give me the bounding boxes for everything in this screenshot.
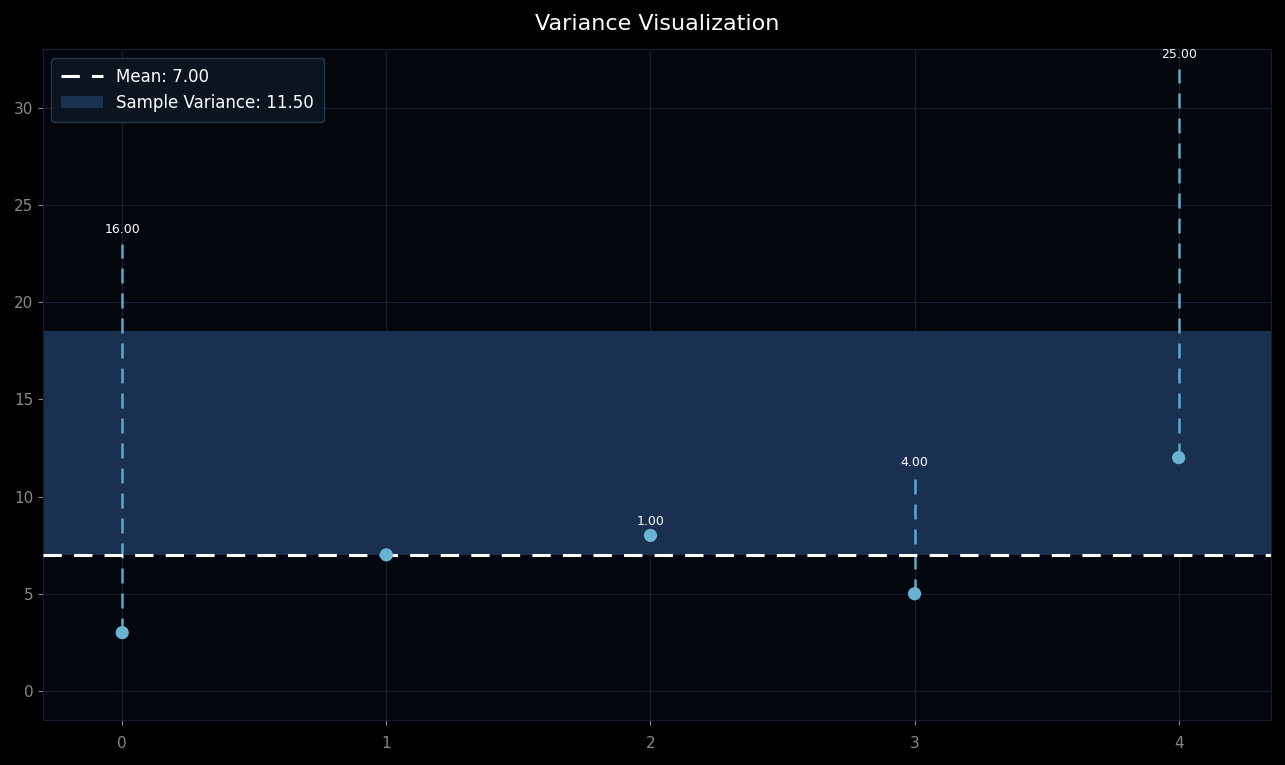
Point	[377, 549, 397, 561]
Text: 1.00: 1.00	[636, 515, 664, 528]
Point	[905, 588, 925, 600]
Text: 4.00: 4.00	[901, 456, 929, 469]
Point	[640, 529, 660, 542]
Point	[1168, 451, 1189, 464]
Point	[112, 627, 132, 639]
Title: Variance Visualization: Variance Visualization	[535, 14, 779, 34]
Text: 25.00: 25.00	[1160, 48, 1196, 61]
Text: 16.00: 16.00	[104, 223, 140, 236]
Bar	[42, 331, 1271, 555]
Legend: Mean: 7.00, Sample Variance: 11.50: Mean: 7.00, Sample Variance: 11.50	[51, 57, 324, 122]
